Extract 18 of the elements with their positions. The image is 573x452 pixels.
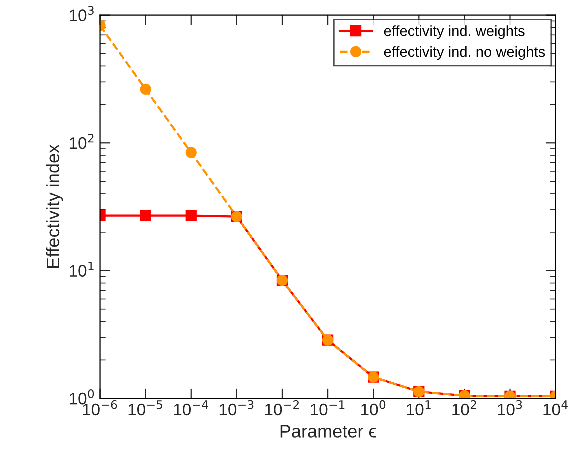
x-tick-label: 10$^{−4}$: [174, 400, 208, 416]
x-tick-label: 10$^{2}$: [452, 400, 476, 416]
x-tick-label: 10$^{−5}$: [128, 400, 162, 416]
x-tick-label: 10$^{−3}$: [220, 400, 254, 416]
x-tick-label: 10$^{−1}$: [311, 400, 345, 416]
x-axis-title: Parameter ϵ: [280, 425, 376, 438]
x-tick-label: 10$^{1}$: [407, 400, 431, 416]
legend-label: effectivity ind. no weights: [384, 46, 546, 60]
x-tick-label: 10$^{3}$: [498, 400, 522, 416]
x-tick-label: 10$^{4}$: [544, 400, 568, 416]
y-tick-label: 10$^{1}$: [70, 262, 94, 277]
legend-label: effectivity ind. weights: [384, 26, 525, 40]
x-tick-label: 10$^{−2}$: [266, 400, 299, 416]
y-tick-label: 10$^{3}$: [70, 6, 94, 22]
x-tick-label: 10$^{0}$: [362, 400, 386, 416]
y-tick-label: 10$^{2}$: [70, 134, 94, 150]
y-axis-title: Effectivity index: [46, 144, 64, 268]
y-tick-label: 10$^{0}$: [70, 390, 94, 405]
